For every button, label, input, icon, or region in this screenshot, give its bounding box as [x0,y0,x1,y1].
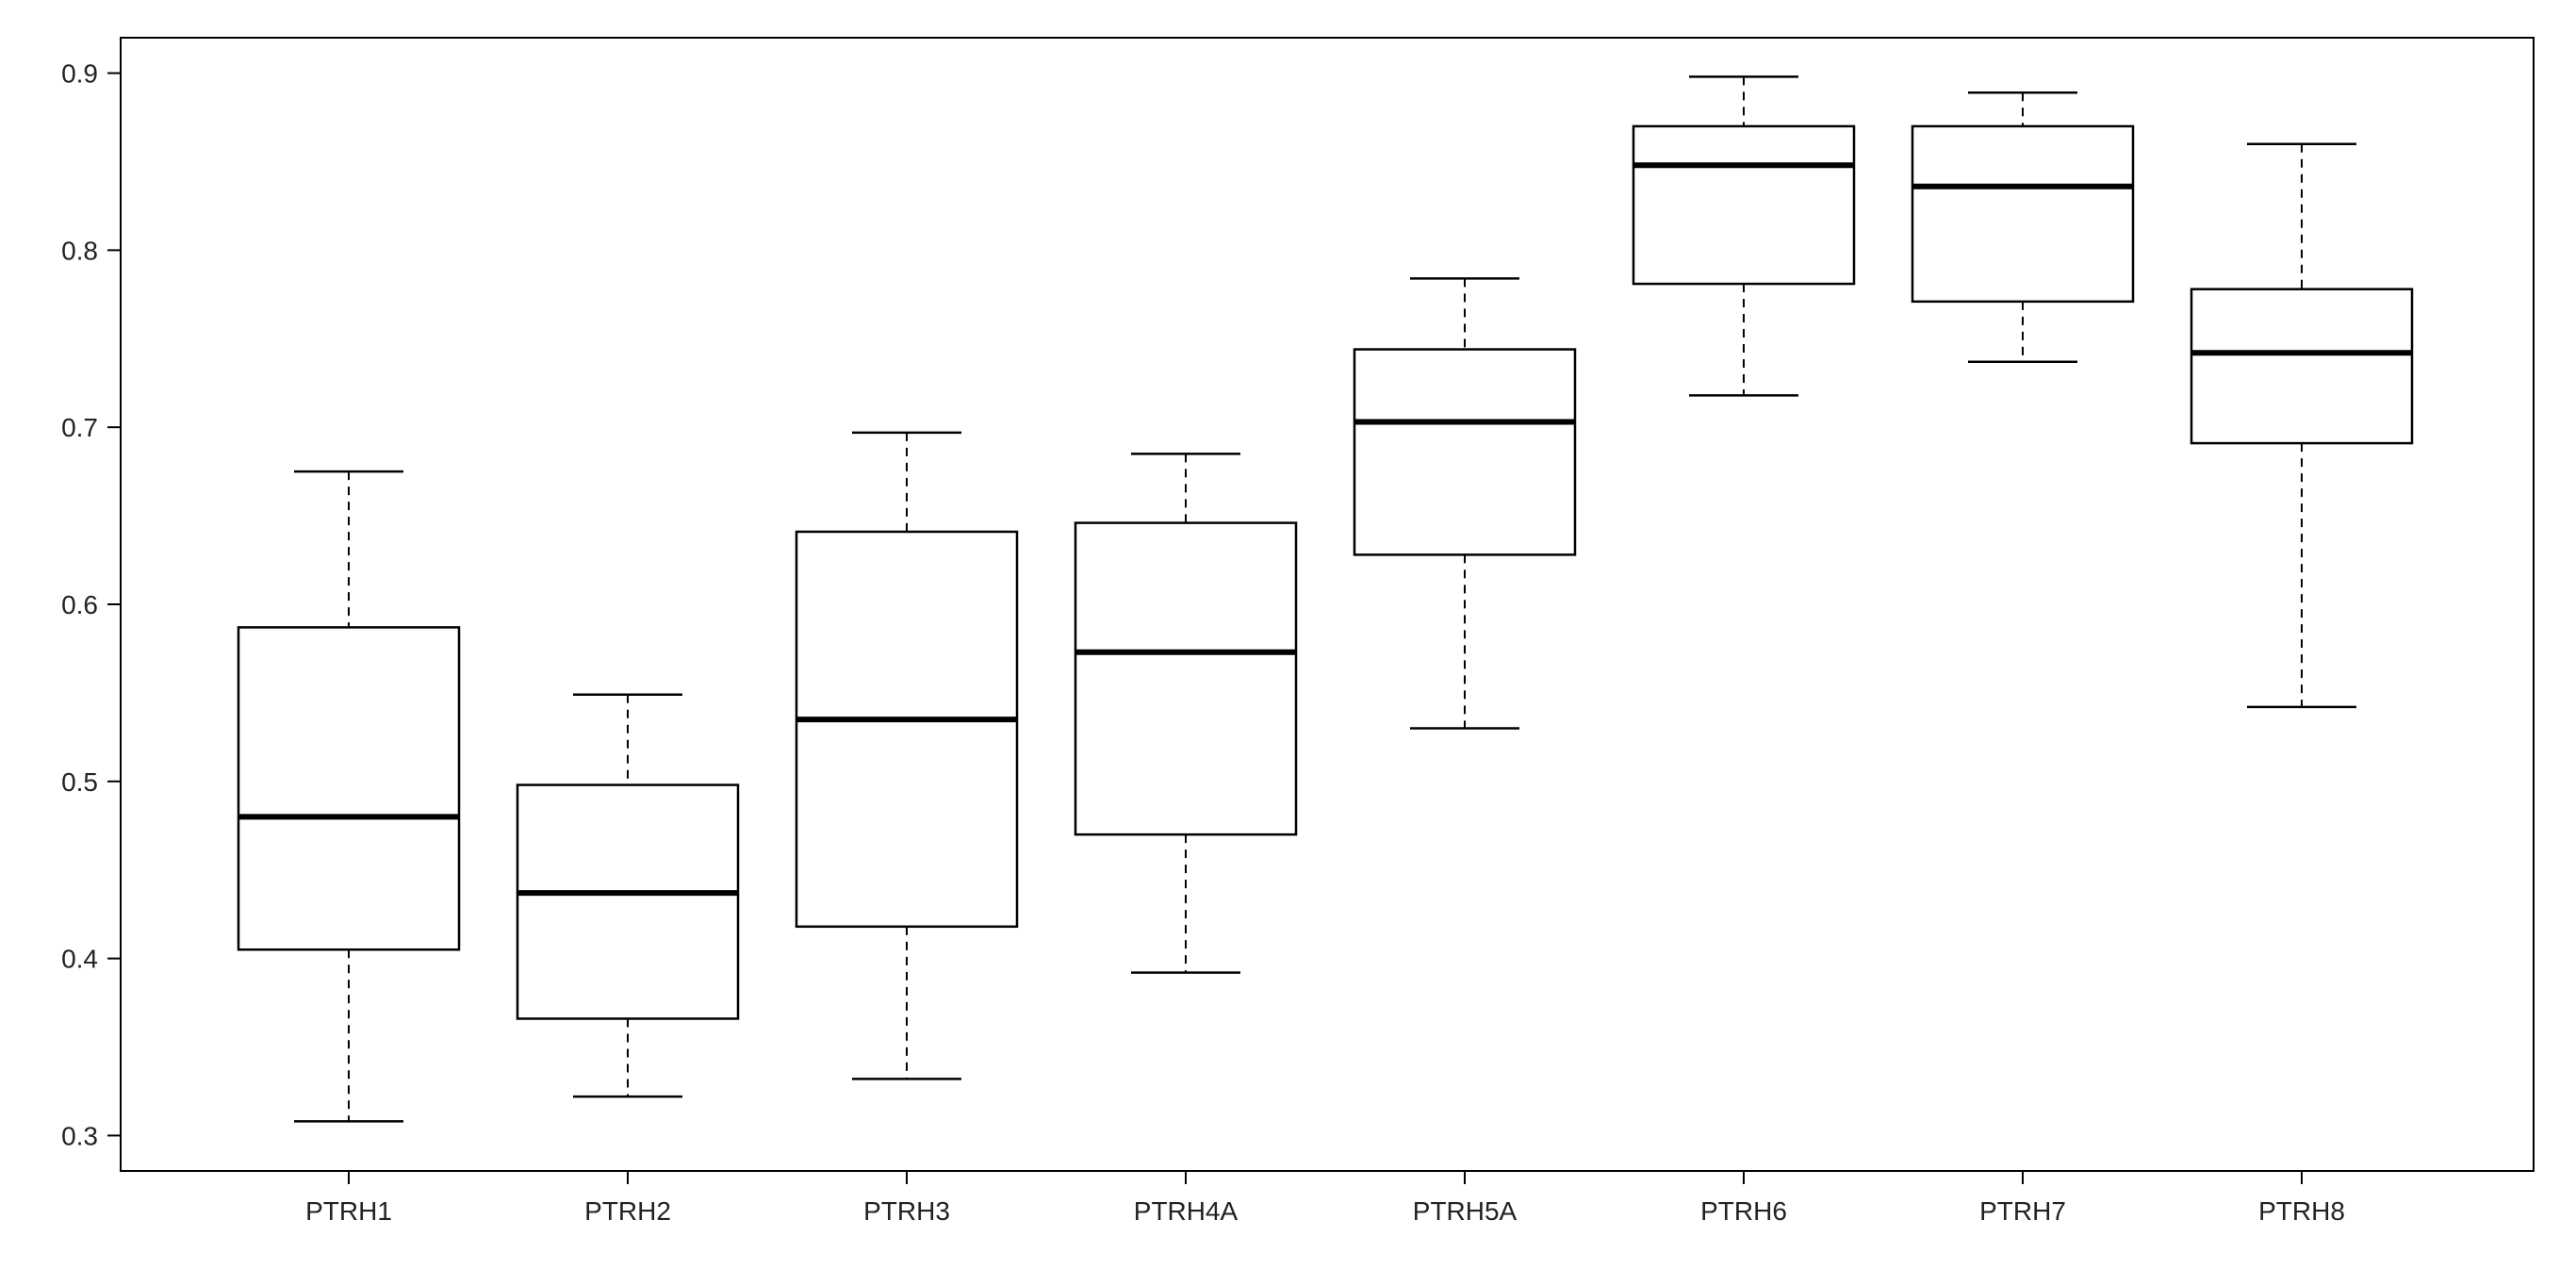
y-tick-label: 0.8 [61,236,98,265]
box-ptrh4a [1074,453,1298,974]
y-tick-label: 0.7 [61,413,98,442]
box-ptrh3 [795,431,1019,1080]
y-tick-label: 0.9 [61,59,98,89]
iqr-box [516,783,740,1020]
x-tick-label: PTRH7 [1979,1196,2066,1226]
x-tick-label: PTRH6 [1700,1196,1787,1226]
y-tick-label: 0.4 [61,945,98,974]
x-tick-label: PTRH5A [1413,1196,1518,1226]
y-tick-label: 0.6 [61,590,98,619]
plot-frame-layer [120,37,2535,1172]
box-ptrh5a [1353,277,1577,730]
x-axis: PTRH1 PTRH2 PTRH3 PTRH4A PTRH5A PTRH6 PTRH7 PTR… [305,1171,2345,1226]
x-tick-label: PTRH3 [863,1196,950,1226]
x-tick-label: PTRH4A [1134,1196,1239,1226]
x-tick-label: PTRH1 [305,1196,392,1226]
iqr-box [237,626,461,951]
y-axis: 0.3 0.4 0.5 0.6 0.7 0.8 0.9 [61,59,121,1150]
box-ptrh7 [1911,91,2135,363]
iqr-box [795,530,1019,929]
box-ptrh1 [237,470,461,1123]
x-tick-label: PTRH2 [584,1196,671,1226]
iqr-box [1632,124,1856,286]
iqr-box [1911,124,2135,304]
iqr-box [1353,348,1577,556]
box-ptrh6 [1632,75,1856,397]
boxes-layer [237,75,2414,1123]
y-tick-label: 0.3 [61,1121,98,1150]
box-ptrh2 [516,693,740,1098]
x-tick-label: PTRH8 [2258,1196,2345,1226]
box-ptrh8 [2190,142,2414,709]
iqr-box [1074,521,1298,836]
plot-frame [120,37,2535,1172]
iqr-box [2190,288,2414,445]
y-tick-label: 0.5 [61,767,98,797]
